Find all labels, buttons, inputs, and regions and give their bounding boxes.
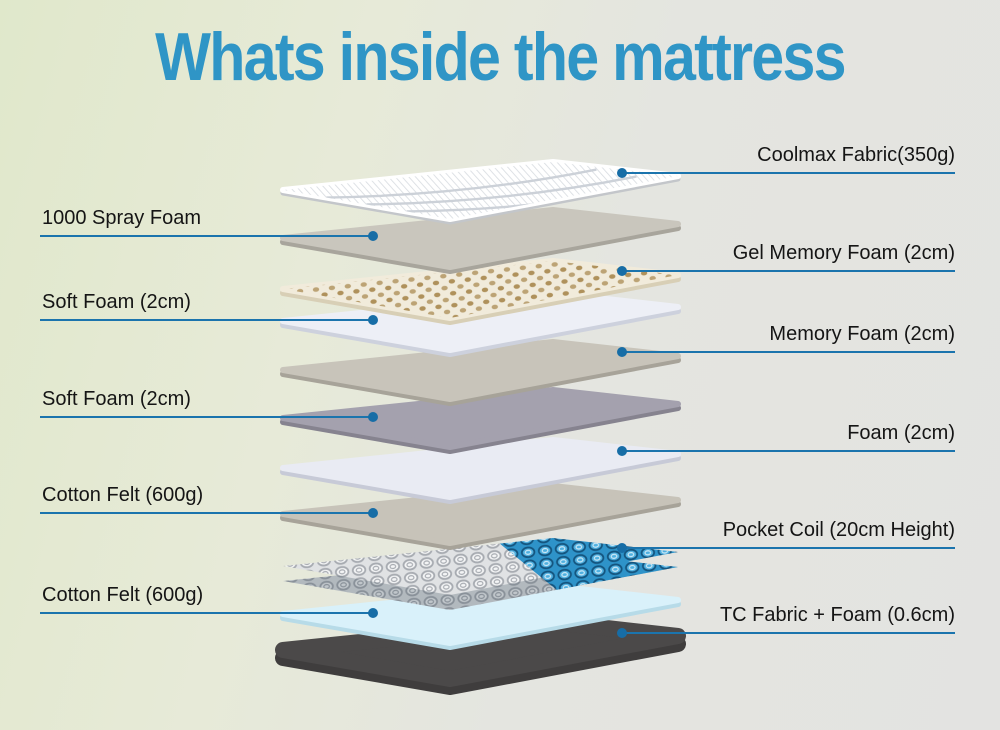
layer-label-soft-foam-lower: Soft Foam (2cm) (42, 388, 191, 410)
layer-label-memory-foam: Memory Foam (2cm) (769, 323, 955, 345)
leader-dot-coolmax-fabric (617, 168, 627, 178)
quilt-seam (366, 175, 637, 206)
leader-dot-spray-foam (368, 231, 378, 241)
leader-dot-foam (617, 446, 627, 456)
layer-gel-memory-foam (280, 258, 681, 325)
leader-dot-memory-foam (617, 347, 627, 357)
layer-label-foam: Foam (2cm) (847, 422, 955, 444)
quilt-seam (326, 168, 597, 199)
leader-dot-soft-foam-lower (368, 412, 378, 422)
layer-pocket-coil (283, 538, 678, 610)
leader-dot-gel-memory-foam (617, 266, 627, 276)
leader-dot-tc-fabric-foam-base (617, 628, 627, 638)
layer-label-coolmax-fabric: Coolmax Fabric(350g) (757, 144, 955, 166)
leader-dot-cotton-felt-lower (368, 608, 378, 618)
layer-label-soft-foam-upper: Soft Foam (2cm) (42, 291, 191, 313)
leader-dot-cotton-felt-upper (368, 508, 378, 518)
gel-perforation-dots (283, 261, 678, 318)
layer-label-gel-memory-foam: Gel Memory Foam (2cm) (732, 242, 955, 264)
layer-coolmax-fabric (280, 159, 681, 225)
layer-label-cotton-felt-lower: Cotton Felt (600g) (42, 584, 204, 606)
layer-label-tc-fabric-foam-base: TC Fabric + Foam (0.6cm) (719, 604, 955, 626)
layer-label-cotton-felt-upper: Cotton Felt (600g) (42, 484, 204, 506)
page-title: Whats inside the mattress (155, 19, 846, 95)
layer-label-pocket-coil: Pocket Coil (20cm Height) (722, 519, 955, 541)
layer-spray-foam (280, 207, 681, 274)
leader-dot-pocket-coil (617, 543, 627, 553)
layer-label-spray-foam: 1000 Spray Foam (42, 207, 201, 229)
coil-top-blue (488, 538, 678, 610)
leader-dot-soft-foam-upper (368, 315, 378, 325)
